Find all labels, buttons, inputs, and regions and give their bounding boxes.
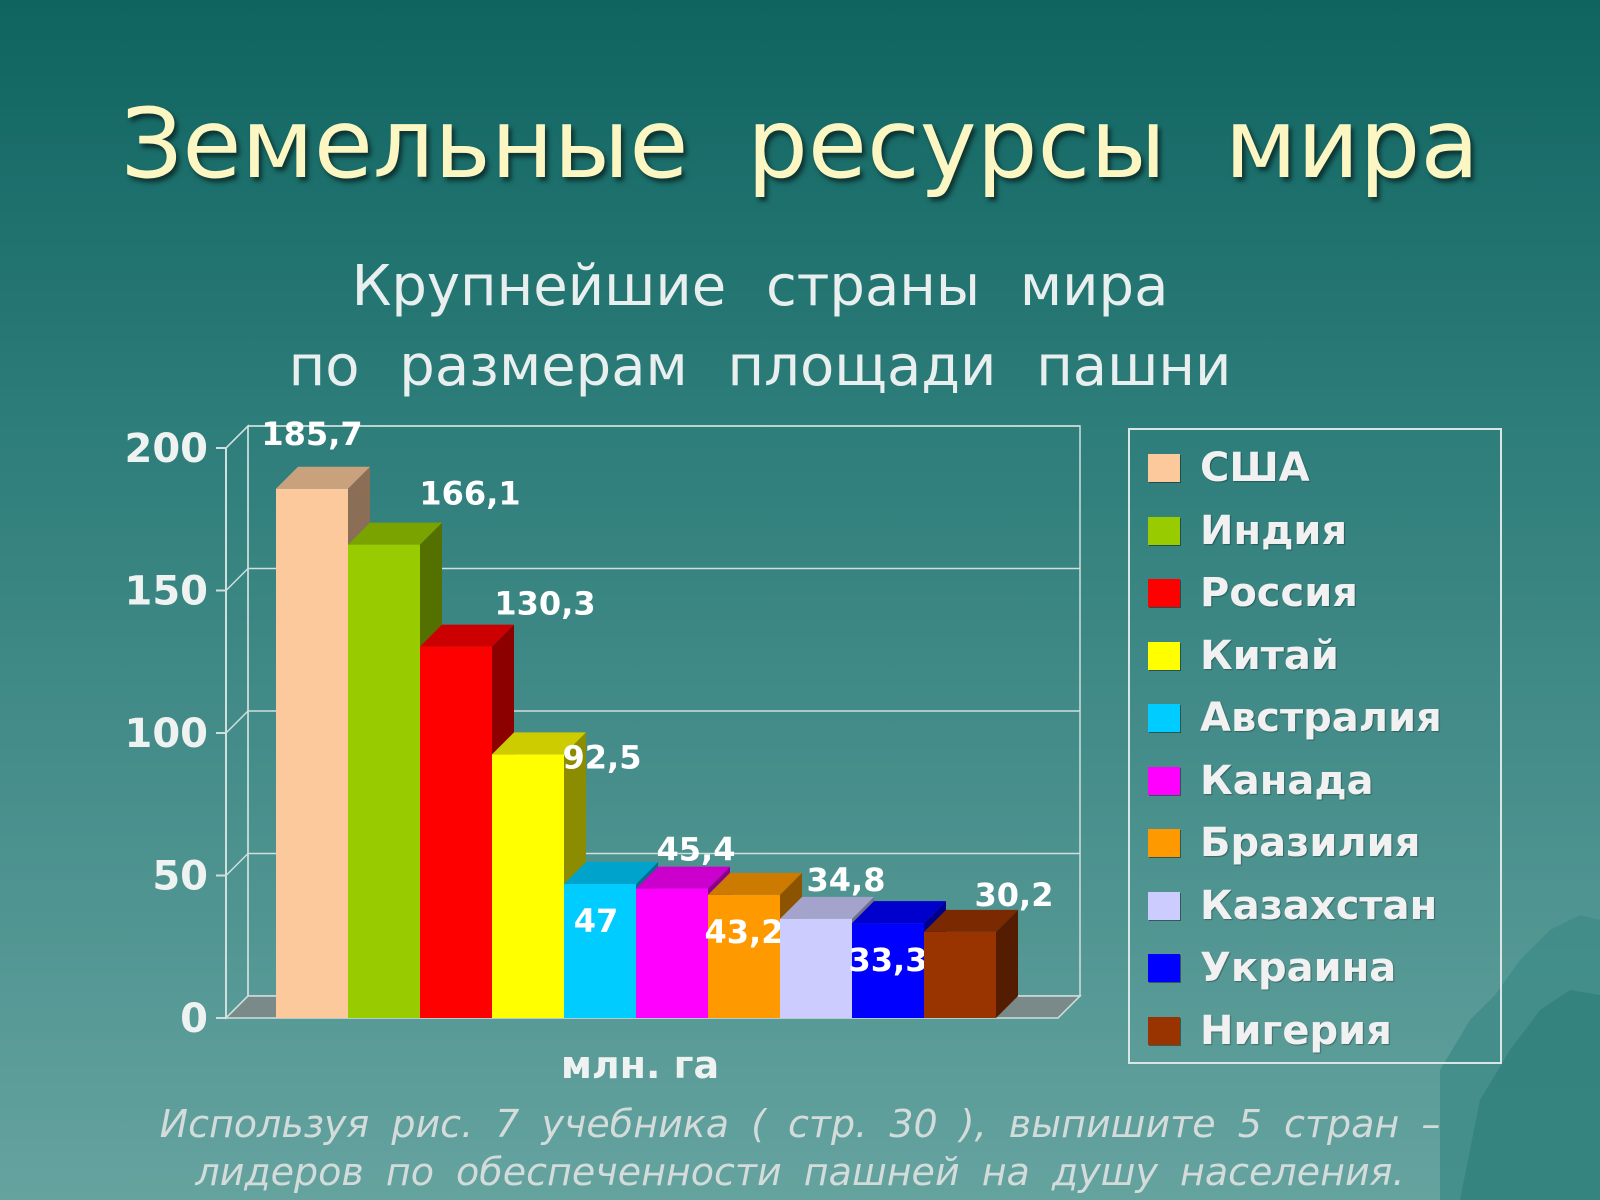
footnote-line1: Используя рис. 7 учебника ( стр. 30 ), в…: [159, 1102, 1441, 1146]
y-tick-label: 200: [125, 426, 209, 472]
bar-top: [492, 732, 586, 755]
bar: [348, 544, 420, 1018]
data-label: 33,3: [849, 941, 928, 979]
data-label: 30,2: [975, 876, 1054, 914]
bar-top: [780, 896, 874, 919]
legend-swatch: [1148, 516, 1180, 545]
bar: [564, 884, 636, 1018]
bar-top: [852, 901, 946, 924]
legend-label: Индия: [1200, 507, 1348, 554]
legend-item: Индия: [1148, 507, 1347, 555]
gridline-side: [225, 425, 249, 449]
gridline-side: [225, 852, 249, 877]
legend-item: Казахстан: [1148, 882, 1437, 930]
y-tick-label: 50: [152, 854, 208, 900]
bar: [492, 754, 564, 1018]
gridline-side: [225, 710, 249, 734]
data-label: 166,1: [419, 475, 520, 513]
bar-top: [276, 466, 370, 489]
legend-label: Австралия: [1200, 695, 1442, 741]
y-tick-label: 100: [125, 711, 209, 757]
data-label: 43,2: [705, 913, 784, 951]
bar-top: [420, 624, 514, 647]
legend-item: Канада: [1148, 757, 1374, 805]
data-label: 45,4: [657, 831, 736, 869]
legend-swatch: [1148, 766, 1180, 795]
footnote-line2: лидеров по обеспеченности пашней на душу…: [195, 1150, 1405, 1194]
bar-top: [708, 872, 802, 895]
legend-label: Китай: [1200, 632, 1339, 679]
legend-swatch: [1148, 704, 1180, 732]
bar-top: [636, 866, 730, 889]
legend-swatch: [1148, 829, 1180, 857]
legend-swatch: [1148, 954, 1180, 982]
bar-side: [996, 909, 1018, 1018]
chart-legend: США Индия Россия Китай Австралия Канада Бразил…: [1128, 428, 1502, 1064]
bar: [780, 918, 852, 1018]
legend-swatch: [1148, 641, 1180, 670]
bar: [924, 931, 996, 1018]
legend-label: США: [1200, 445, 1310, 491]
slide-title: Земельные ресурсы мира: [120, 88, 1480, 200]
legend-item: США: [1148, 444, 1310, 492]
y-tick-label: 150: [125, 569, 209, 615]
legend-label: Россия: [1200, 570, 1358, 616]
legend-swatch: [1148, 1016, 1180, 1045]
legend-swatch: [1148, 891, 1180, 920]
bar-top: [924, 909, 1018, 932]
gridline-side: [225, 567, 249, 592]
chart-title-line2: по размерам площади пашни: [288, 334, 1232, 399]
chart-title-line1: Крупнейшие страны мира: [351, 254, 1169, 319]
data-label: 185,7: [261, 415, 362, 453]
bar-top: [348, 522, 442, 545]
legend-label: Казахстан: [1200, 882, 1438, 929]
legend-label: Канада: [1200, 757, 1374, 804]
legend-item: Россия: [1148, 569, 1358, 617]
legend-label: Нигерия: [1200, 1007, 1392, 1054]
legend-item: Бразилия: [1148, 819, 1420, 867]
data-label: 92,5: [563, 738, 642, 776]
x-axis-label: млн. га: [561, 1043, 719, 1087]
bar: [276, 488, 348, 1018]
bar: [852, 923, 924, 1018]
bar: [420, 646, 492, 1018]
bar-top: [564, 862, 658, 885]
bar: [636, 888, 708, 1018]
data-label: 34,8: [807, 861, 886, 899]
legend-label: Бразилия: [1200, 820, 1421, 866]
legend-item: Китай: [1148, 632, 1339, 680]
bar: [708, 894, 780, 1018]
y-tick-label: 0: [180, 996, 208, 1042]
legend-swatch: [1148, 579, 1180, 607]
data-label: 130,3: [494, 585, 595, 623]
legend-swatch: [1148, 454, 1180, 482]
legend-item: Нигерия: [1148, 1007, 1392, 1055]
legend-item: Австралия: [1148, 694, 1442, 742]
legend-label: Украина: [1200, 945, 1397, 991]
legend-item: Украина: [1148, 944, 1396, 992]
data-label: 47: [574, 902, 619, 940]
